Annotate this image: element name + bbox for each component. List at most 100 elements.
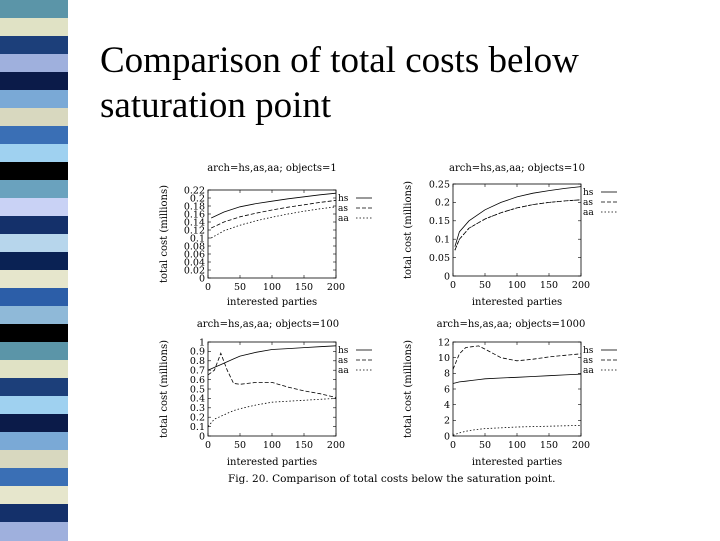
x-tick-label: 200 — [327, 282, 345, 293]
stripe-block — [0, 108, 68, 127]
plot-frame — [452, 183, 582, 277]
x-tick-label: 150 — [295, 440, 313, 451]
y-tick-label: 0 — [444, 271, 450, 282]
legend-label: aa — [338, 214, 349, 224]
legend-label: hs — [583, 346, 594, 356]
legend-label: aa — [338, 366, 349, 376]
y-tick-label: 0.8 — [190, 356, 205, 367]
chart-title: arch=hs,as,aa; objects=1 — [207, 163, 337, 174]
x-tick-label: 200 — [327, 440, 345, 451]
y-tick-label: 0.06 — [184, 249, 205, 260]
y-tick-label: 0.18 — [184, 201, 205, 212]
y-tick-label: 0.9 — [190, 347, 205, 358]
stripe-block — [0, 414, 68, 433]
stripe-block — [0, 18, 68, 37]
y-tick-label: 0.22 — [184, 185, 205, 196]
x-tick-label: 0 — [450, 280, 456, 291]
y-tick-label: 0.1 — [190, 233, 205, 244]
stripe-block — [0, 432, 68, 451]
legend-label: aa — [583, 366, 594, 376]
x-tick-label: 150 — [540, 280, 558, 291]
y-tick-label: 0 — [199, 273, 205, 284]
stripe-block — [0, 54, 68, 73]
legend-label: hs — [338, 346, 349, 356]
x-tick-label: 100 — [508, 280, 526, 291]
x-tick-label: 100 — [508, 440, 526, 451]
y-tick-label: 0.6 — [190, 375, 205, 386]
series-line-as — [207, 352, 337, 398]
y-tick-label: 0.04 — [184, 257, 205, 268]
stripe-block — [0, 234, 68, 253]
y-axis-label: total cost (millions) — [159, 340, 170, 438]
series-line-as — [211, 200, 337, 229]
stripe-block — [0, 288, 68, 307]
y-tick-label: 6 — [444, 384, 450, 395]
stripe-block — [0, 144, 68, 163]
legend-label: as — [338, 356, 348, 366]
series-line-hs — [211, 192, 337, 219]
y-tick-label: 4 — [444, 400, 450, 411]
legend-label: aa — [583, 208, 594, 218]
legend-label: hs — [583, 188, 594, 198]
chart-title: arch=hs,as,aa; objects=10 — [449, 163, 585, 174]
plot-frame — [207, 341, 337, 437]
y-tick-label: 8 — [444, 369, 450, 380]
series-line-hs — [454, 186, 582, 247]
stripe-block — [0, 270, 68, 289]
stripe-block — [0, 90, 68, 109]
y-tick-label: 0.16 — [184, 209, 205, 220]
stripe-block — [0, 486, 68, 505]
figure-caption: Fig. 20. Comparison of total costs below… — [228, 473, 556, 485]
legend-label: hs — [338, 194, 349, 204]
x-tick-label: 50 — [479, 280, 491, 291]
x-tick-label: 50 — [479, 440, 491, 451]
x-tick-label: 100 — [263, 282, 281, 293]
legend-label: as — [583, 356, 593, 366]
stripe-block — [0, 162, 68, 181]
legend-label: as — [583, 198, 593, 208]
x-tick-label: 100 — [263, 440, 281, 451]
x-tick-label: 0 — [205, 440, 211, 451]
x-axis-label: interested parties — [227, 457, 317, 468]
y-tick-label: 0.05 — [429, 253, 450, 264]
series-line-hs — [207, 345, 337, 371]
y-axis-label: total cost (millions) — [403, 181, 414, 279]
chart-title: arch=hs,as,aa; objects=100 — [197, 319, 339, 330]
x-tick-label: 150 — [540, 440, 558, 451]
y-tick-label: 0.7 — [190, 366, 205, 377]
y-tick-label: 12 — [438, 337, 450, 348]
stripe-block — [0, 252, 68, 271]
series-line-as — [452, 345, 582, 370]
stripe-block — [0, 180, 68, 199]
y-axis-label: total cost (millions) — [403, 340, 414, 438]
y-tick-label: 10 — [438, 353, 450, 364]
y-tick-label: 0.5 — [190, 384, 205, 395]
x-tick-label: 200 — [572, 280, 590, 291]
y-tick-label: 0.3 — [190, 403, 205, 414]
stripe-block — [0, 468, 68, 487]
y-tick-label: 0 — [444, 431, 450, 442]
y-tick-label: 0.02 — [184, 265, 205, 276]
legend-label: as — [338, 204, 348, 214]
slide-title-line-1: Comparison of total costs below — [100, 40, 579, 81]
y-tick-label: 0.2 — [435, 198, 450, 209]
y-tick-label: 0.1 — [435, 235, 450, 246]
stripe-block — [0, 522, 68, 541]
x-tick-label: 0 — [205, 282, 211, 293]
stripe-block — [0, 450, 68, 469]
y-tick-label: 2 — [444, 416, 450, 427]
y-tick-label: 0.14 — [184, 217, 205, 228]
y-tick-label: 0.12 — [184, 225, 205, 236]
y-tick-label: 0.15 — [429, 216, 450, 227]
stripe-block — [0, 306, 68, 325]
chart-title: arch=hs,as,aa; objects=1000 — [437, 319, 586, 330]
x-tick-label: 50 — [234, 440, 246, 451]
x-tick-label: 150 — [295, 282, 313, 293]
stripe-block — [0, 396, 68, 415]
y-tick-label: 0.2 — [190, 193, 205, 204]
series-line-as — [454, 199, 582, 251]
stripe-block — [0, 324, 68, 343]
stripe-block — [0, 126, 68, 145]
stripe-block — [0, 0, 68, 19]
